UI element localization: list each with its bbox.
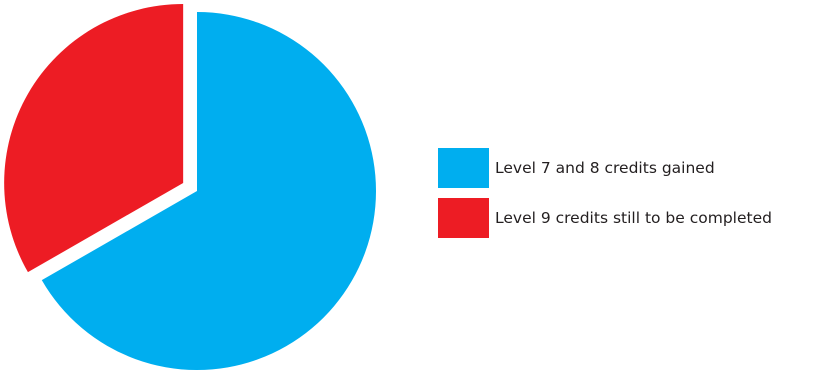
pie-chart bbox=[4, 3, 377, 370]
legend-item-credits-gained: Level 7 and 8 credits gained bbox=[438, 148, 772, 188]
legend-item-credits-remaining: Level 9 credits still to be completed bbox=[438, 198, 772, 238]
pie-slice-1 bbox=[4, 3, 184, 273]
legend-swatch-credits-gained bbox=[438, 148, 489, 188]
legend-swatch-credits-remaining bbox=[438, 198, 489, 238]
legend: Level 7 and 8 credits gained Level 9 cre… bbox=[438, 148, 772, 248]
pie-slice-0 bbox=[41, 12, 377, 370]
legend-label-credits-gained: Level 7 and 8 credits gained bbox=[495, 159, 715, 177]
legend-label-credits-remaining: Level 9 credits still to be completed bbox=[495, 209, 772, 227]
